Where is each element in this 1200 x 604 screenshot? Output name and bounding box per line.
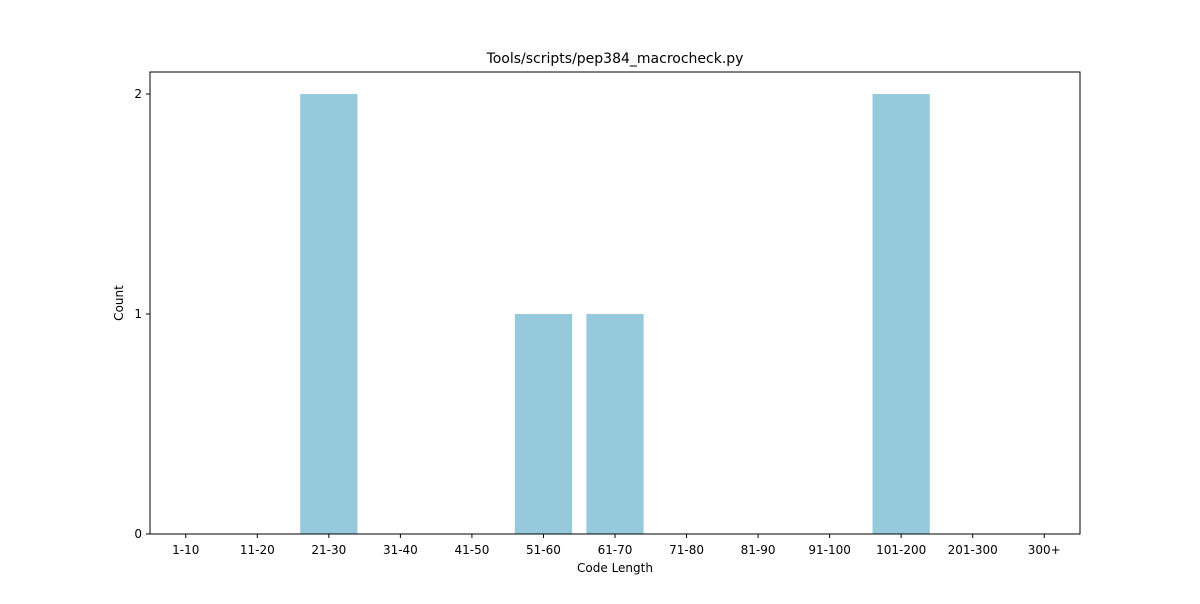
x-tick-label: 31-40 [383,543,418,557]
x-tick-label: 101-200 [876,543,926,557]
x-tick-label: 21-30 [311,543,346,557]
x-axis-label: Code Length [577,561,653,575]
chart-title: Tools/scripts/pep384_macrocheck.py [486,51,744,67]
y-axis-label: Count [112,285,126,321]
x-tick-label: 81-90 [741,543,776,557]
bar-21-30 [300,94,358,534]
x-tick-label: 1-10 [172,543,199,557]
x-tick-label: 11-20 [240,543,275,557]
x-tick-label: 61-70 [598,543,633,557]
x-tick-label: 71-80 [669,543,704,557]
y-axis: 0 1 2 [134,87,150,541]
bar-61-70 [586,314,644,534]
bars-group [300,94,930,534]
y-tick-label: 1 [134,307,142,321]
y-tick-label: 0 [134,527,142,541]
x-tick-label: 41-50 [454,543,489,557]
bar-101-200 [872,94,930,534]
y-tick-label: 2 [134,87,142,101]
x-axis: 1-10 11-20 21-30 31-40 41-50 51-60 61-70 71-80 8… [172,534,1061,557]
x-tick-label: 300+ [1028,543,1061,557]
x-tick-label: 51-60 [526,543,561,557]
x-tick-label: 201-300 [948,543,998,557]
x-tick-label: 91-100 [808,543,851,557]
bar-51-60 [514,314,573,534]
